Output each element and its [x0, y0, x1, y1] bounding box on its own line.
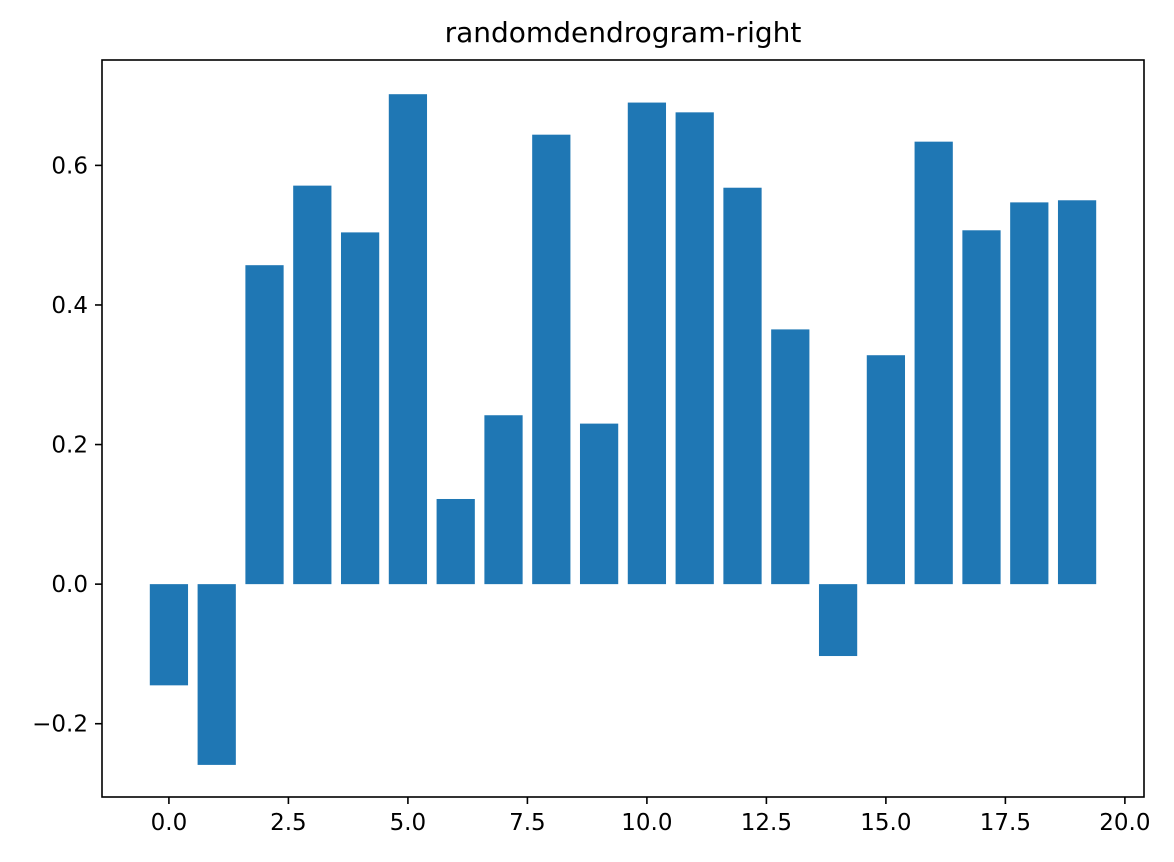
y-axis: −0.2 0.0 0.2 0.4 0.6	[32, 153, 102, 738]
bar	[723, 187, 762, 585]
bar	[818, 584, 858, 657]
bar	[149, 584, 189, 686]
bar	[293, 185, 332, 585]
plot-frame	[101, 59, 1145, 798]
x-tick-label: 0.0	[151, 810, 188, 836]
x-tick-label: 2.5	[270, 810, 307, 836]
bar	[627, 102, 667, 585]
y-tick-label: 0.6	[51, 153, 88, 179]
x-tick-label: 12.5	[741, 810, 792, 836]
y-tick-label: 0.2	[51, 433, 88, 459]
bar	[1057, 200, 1097, 585]
bar	[914, 141, 953, 585]
bars-group	[149, 94, 1097, 765]
bar	[866, 355, 906, 585]
x-tick-label: 5.0	[390, 810, 427, 836]
bar	[771, 329, 810, 585]
bar	[436, 498, 475, 585]
bar	[197, 584, 236, 765]
bar	[962, 230, 1001, 585]
bar	[675, 112, 714, 585]
y-tick-label: 0.4	[51, 293, 88, 319]
bar	[388, 94, 428, 585]
x-tick-label: 20.0	[1099, 810, 1150, 836]
x-tick-label: 10.0	[621, 810, 672, 836]
x-tick-label: 17.5	[980, 810, 1031, 836]
bar	[1010, 202, 1049, 585]
bar	[484, 415, 523, 585]
bar	[579, 423, 619, 585]
x-tick-label: 15.0	[860, 810, 911, 836]
y-tick-label: 0.0	[51, 572, 88, 598]
x-tick-label: 7.5	[509, 810, 546, 836]
chart-title: randomdendrogram-right	[445, 16, 802, 49]
bar	[532, 134, 571, 585]
y-tick-label: −0.2	[32, 712, 88, 738]
x-axis: 0.0 2.5 5.0 7.5 10.0 12.5 15.0 17.5 20.0	[151, 797, 1150, 836]
bar	[245, 265, 284, 585]
bar	[340, 232, 380, 585]
